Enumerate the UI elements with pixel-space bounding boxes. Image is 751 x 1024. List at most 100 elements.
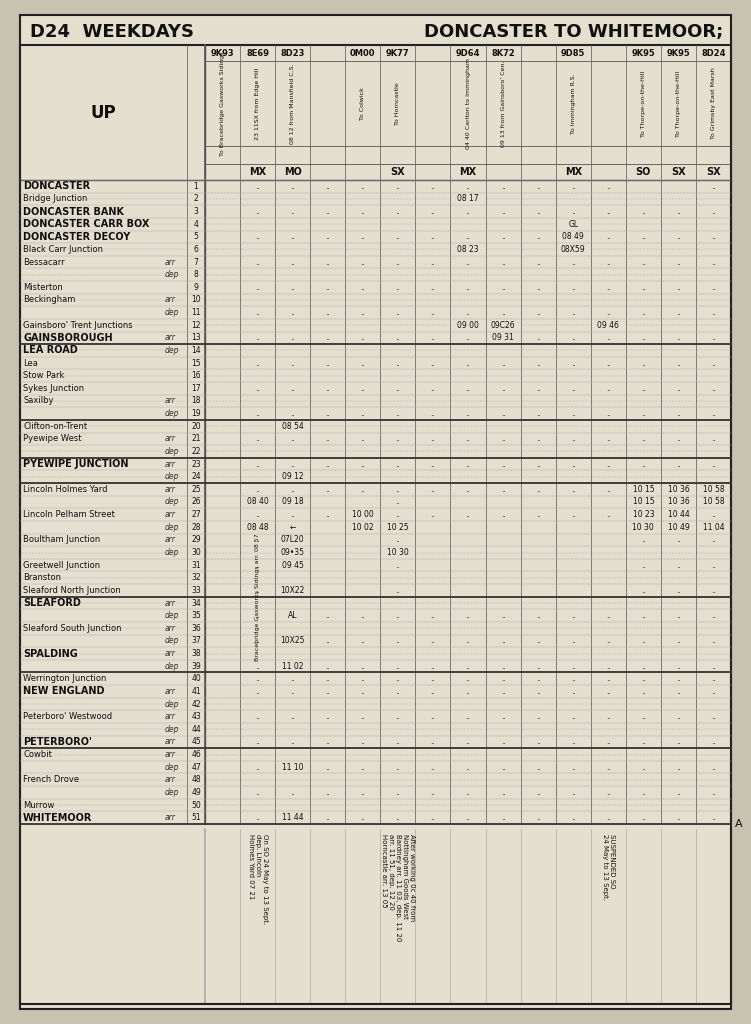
- Text: 15: 15: [192, 358, 201, 368]
- Text: ..: ..: [641, 232, 646, 242]
- Text: ..: ..: [535, 283, 541, 292]
- Text: arr: arr: [165, 434, 176, 443]
- Text: ..: ..: [501, 358, 505, 368]
- Text: 10 44: 10 44: [668, 510, 689, 519]
- Text: ..: ..: [606, 712, 611, 721]
- Text: ..: ..: [430, 283, 436, 292]
- Text: ..: ..: [430, 712, 436, 721]
- Text: 10 00: 10 00: [352, 510, 374, 519]
- Text: ..: ..: [430, 410, 436, 418]
- Text: ..: ..: [501, 813, 505, 822]
- Text: ..: ..: [571, 611, 575, 621]
- Text: ..: ..: [501, 308, 505, 317]
- Text: ..: ..: [571, 662, 575, 671]
- Text: A: A: [735, 819, 743, 829]
- Text: 37: 37: [191, 636, 201, 645]
- Text: 10 15: 10 15: [632, 485, 654, 494]
- Text: 10X22: 10X22: [280, 586, 305, 595]
- Text: ..: ..: [325, 358, 330, 368]
- Text: 08 23: 08 23: [457, 245, 479, 254]
- Text: ..: ..: [535, 712, 541, 721]
- Text: ..: ..: [255, 737, 260, 746]
- Text: ..: ..: [291, 712, 295, 721]
- Text: ..: ..: [255, 232, 260, 242]
- Text: ..: ..: [430, 207, 436, 216]
- Text: 31: 31: [192, 560, 201, 569]
- Text: ..: ..: [430, 611, 436, 621]
- Text: ..: ..: [255, 434, 260, 443]
- Text: ..: ..: [466, 712, 470, 721]
- Text: ..: ..: [606, 283, 611, 292]
- Text: DONCASTER DECOY: DONCASTER DECOY: [23, 231, 130, 242]
- Text: DONCASTER TO WHITEMOOR;: DONCASTER TO WHITEMOOR;: [424, 23, 723, 41]
- Text: 08 49: 08 49: [562, 232, 584, 242]
- Text: ..: ..: [255, 687, 260, 696]
- Text: ..: ..: [360, 410, 365, 418]
- Text: LEA ROAD: LEA ROAD: [23, 345, 78, 355]
- Text: 08 17: 08 17: [457, 195, 479, 204]
- Text: 51: 51: [192, 813, 201, 822]
- Text: 10 30: 10 30: [387, 548, 409, 557]
- Text: ..: ..: [255, 182, 260, 190]
- Text: ..: ..: [606, 674, 611, 683]
- Text: ..: ..: [325, 207, 330, 216]
- Text: ..: ..: [466, 207, 470, 216]
- Text: ..: ..: [430, 687, 436, 696]
- Text: 23: 23: [192, 460, 201, 469]
- Text: ..: ..: [291, 485, 295, 494]
- Text: ..: ..: [325, 384, 330, 393]
- Text: ..: ..: [325, 485, 330, 494]
- Text: ..: ..: [535, 410, 541, 418]
- Text: NEW ENGLAND: NEW ENGLAND: [23, 686, 104, 696]
- FancyBboxPatch shape: [20, 15, 731, 1009]
- Text: 9K95: 9K95: [667, 48, 690, 57]
- Text: dep: dep: [165, 410, 179, 418]
- Text: ..: ..: [396, 182, 400, 190]
- Text: ..: ..: [676, 712, 680, 721]
- Text: 19: 19: [192, 410, 201, 418]
- Text: ..: ..: [535, 334, 541, 342]
- Text: Boultham Junction: Boultham Junction: [23, 536, 100, 545]
- Text: Misterton: Misterton: [23, 283, 63, 292]
- Text: ..: ..: [535, 674, 541, 683]
- Text: ..: ..: [711, 334, 716, 342]
- Text: ..: ..: [291, 384, 295, 393]
- Text: arr: arr: [165, 334, 176, 342]
- Text: 9D64: 9D64: [456, 48, 480, 57]
- Text: ..: ..: [571, 712, 575, 721]
- Text: ..: ..: [430, 258, 436, 266]
- Text: 10 36: 10 36: [668, 485, 689, 494]
- Text: To Grimsby East Marsh: To Grimsby East Marsh: [711, 68, 716, 139]
- Text: ..: ..: [360, 737, 365, 746]
- Text: MX: MX: [460, 167, 477, 177]
- Text: 9: 9: [194, 283, 198, 292]
- Text: ..: ..: [466, 611, 470, 621]
- Text: ..: ..: [606, 308, 611, 317]
- Text: 10: 10: [192, 296, 201, 304]
- Text: 09 13 from Gainsboro' Cen.: 09 13 from Gainsboro' Cen.: [501, 60, 505, 146]
- Text: dep: dep: [165, 472, 179, 481]
- Text: MO: MO: [284, 167, 302, 177]
- Text: ..: ..: [711, 510, 716, 519]
- Text: 08 12 from Mansfield C.S.: 08 12 from Mansfield C.S.: [290, 63, 295, 143]
- Text: ..: ..: [396, 334, 400, 342]
- Text: ..: ..: [466, 258, 470, 266]
- Text: ..: ..: [396, 207, 400, 216]
- Text: ..: ..: [430, 674, 436, 683]
- Text: ..: ..: [535, 384, 541, 393]
- Text: 9D85: 9D85: [561, 48, 585, 57]
- Text: ..: ..: [676, 334, 680, 342]
- Text: ..: ..: [501, 410, 505, 418]
- Text: ..: ..: [571, 182, 575, 190]
- Text: ..: ..: [571, 687, 575, 696]
- Text: ..: ..: [360, 334, 365, 342]
- Text: To Bracebridge Gasworks Sidings: To Bracebridge Gasworks Sidings: [220, 51, 225, 156]
- Text: ..: ..: [255, 586, 260, 595]
- Text: ..: ..: [255, 611, 260, 621]
- Text: arr: arr: [165, 737, 176, 746]
- Text: ..: ..: [641, 536, 646, 545]
- Text: 8D24: 8D24: [701, 48, 725, 57]
- Text: ..: ..: [255, 308, 260, 317]
- Text: GL: GL: [569, 220, 578, 228]
- Text: ..: ..: [501, 460, 505, 469]
